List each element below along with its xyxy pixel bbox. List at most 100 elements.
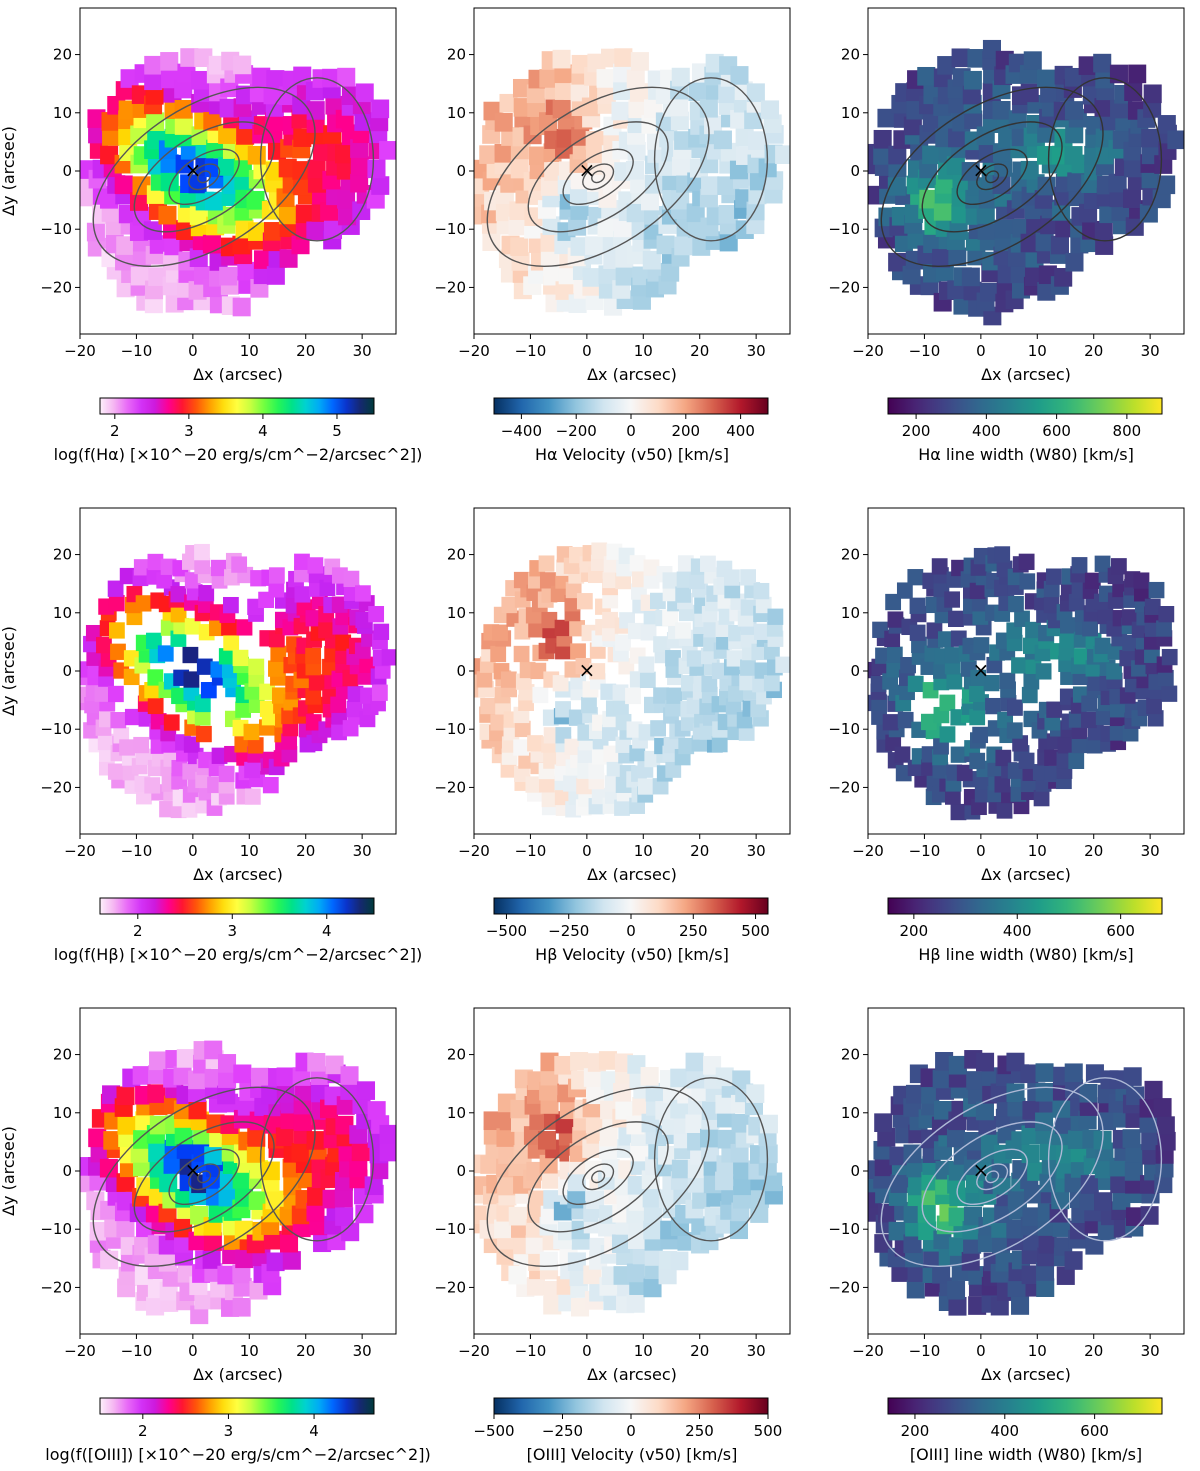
x-tick-label: 20 (296, 1342, 315, 1360)
nucleus-marker: × (972, 158, 989, 182)
x-tick-label: 10 (240, 842, 259, 860)
map-cells (80, 543, 396, 819)
y-tick-label: −20 (828, 778, 860, 796)
colorbar-tick-label: 400 (990, 1422, 1019, 1440)
x-tick-label: −10 (515, 842, 547, 860)
x-tick-label: 20 (296, 342, 315, 360)
y-tick-label: −20 (434, 778, 466, 796)
x-tick-label: 20 (690, 1342, 709, 1360)
colorbar-tick-label: 5 (332, 422, 342, 440)
y-tick-label: −10 (828, 220, 860, 238)
y-tick-label: 10 (53, 104, 72, 122)
y-tick-label: −10 (434, 720, 466, 738)
x-tick-label: 0 (582, 842, 592, 860)
x-tick-label: −10 (909, 342, 941, 360)
colorbar (887, 897, 1163, 915)
x-tick-label: 30 (353, 842, 372, 860)
colorbar-tick-label: 500 (754, 1422, 783, 1440)
y-tick-label: 0 (456, 162, 466, 180)
nucleus-marker: × (184, 1158, 201, 1182)
x-tick-label: −20 (458, 1342, 490, 1360)
y-tick-label: 0 (62, 1162, 72, 1180)
x-tick-label: 0 (188, 1342, 198, 1360)
x-tick-label: 10 (634, 342, 653, 360)
panel-4: −20 −10 0 10 20 30 20 10 0 −10 −20 Δx (arcsec) Δy (a… (0, 507, 422, 964)
x-tick-label: −10 (515, 342, 547, 360)
x-tick-label: −10 (909, 842, 941, 860)
x-axis-label: Δx (arcsec) (587, 865, 677, 884)
colorbar-tick-label: 0 (626, 1422, 636, 1440)
x-tick-label: 10 (1028, 1342, 1047, 1360)
x-tick-label: 0 (976, 842, 986, 860)
colorbar-tick-label: 2 (138, 1422, 148, 1440)
map-cells (868, 546, 1178, 821)
y-tick-label: −10 (828, 1220, 860, 1238)
x-tick-label: 20 (690, 842, 709, 860)
y-tick-label: 10 (447, 604, 466, 622)
colorbar (493, 397, 769, 415)
colorbar-label: Hβ line width (W80) [km/s] (918, 945, 1133, 964)
map-cells (80, 48, 396, 317)
x-axis-label: Δx (arcsec) (981, 365, 1071, 384)
colorbar-tick-label: 200 (901, 1422, 930, 1440)
colorbar-tick-label: 4 (258, 422, 268, 440)
colorbar-tick-label: 3 (224, 1422, 234, 1440)
y-tick-label: 0 (62, 162, 72, 180)
x-tick-label: −20 (458, 342, 490, 360)
y-tick-label: 20 (447, 1046, 466, 1064)
x-tick-label: 30 (747, 342, 766, 360)
colorbar-label: Hβ Velocity (v50) [km/s] (535, 945, 729, 964)
x-tick-label: −20 (852, 342, 884, 360)
colorbar-tick-label: 0 (626, 422, 636, 440)
colorbar-label: log(f([OIII]) [×10^−20 erg/s/cm^−2/arcse… (45, 1445, 430, 1464)
y-tick-label: 20 (841, 46, 860, 64)
colorbar-tick-label: −400 (501, 422, 542, 440)
colorbar-tick-label: 600 (1042, 422, 1071, 440)
y-tick-label: −20 (40, 278, 72, 296)
colorbar-tick-label: 200 (902, 422, 931, 440)
y-tick-label: 10 (841, 604, 860, 622)
x-tick-label: 20 (1084, 342, 1103, 360)
nucleus-marker: × (972, 658, 989, 682)
y-tick-label: −10 (40, 220, 72, 238)
nucleus-marker: × (972, 1158, 989, 1182)
colorbar (887, 397, 1163, 415)
panel-9: × −20 −10 0 10 20 30 20 10 0 −10 −20 Δx (arcsec) 200 4… (828, 1007, 1185, 1464)
colorbar-tick-label: 200 (900, 922, 929, 940)
x-tick-label: 0 (188, 342, 198, 360)
map-cells (474, 1051, 783, 1317)
x-axis-label: Δx (arcsec) (587, 365, 677, 384)
x-tick-label: −10 (121, 1342, 153, 1360)
y-tick-label: 0 (62, 662, 72, 680)
colorbar (493, 897, 769, 915)
map-cells (868, 39, 1184, 326)
y-tick-label: −10 (40, 720, 72, 738)
colorbar-label: log(f(Hβ) [×10^−20 erg/s/cm^−2/arcsec^2]… (54, 945, 422, 964)
x-tick-label: 10 (1028, 842, 1047, 860)
colorbar-tick-label: 3 (228, 922, 238, 940)
y-tick-label: −20 (434, 1278, 466, 1296)
x-tick-label: −20 (852, 842, 884, 860)
colorbar-tick-label: 250 (685, 1422, 714, 1440)
y-tick-label: −20 (40, 1278, 72, 1296)
colorbar (99, 397, 375, 415)
x-tick-label: −10 (515, 1342, 547, 1360)
y-axis-label: Δy (arcsec) (0, 626, 18, 716)
y-tick-label: 0 (850, 162, 860, 180)
x-axis-label: Δx (arcsec) (193, 865, 283, 884)
y-tick-label: 0 (850, 662, 860, 680)
colorbar-label: [OIII] Velocity (v50) [km/s] (527, 1445, 738, 1464)
x-tick-label: −10 (909, 1342, 941, 1360)
y-axis-label: Δy (arcsec) (0, 126, 18, 216)
contour-lines (92, 1077, 375, 1267)
map-cells (474, 542, 790, 818)
contour-lines (92, 77, 375, 267)
x-tick-label: 30 (1141, 842, 1160, 860)
x-tick-label: 20 (1084, 1342, 1103, 1360)
y-tick-label: −20 (828, 278, 860, 296)
x-tick-label: −20 (852, 1342, 884, 1360)
x-axis-label: Δx (arcsec) (193, 365, 283, 384)
colorbar-tick-label: 600 (1080, 1422, 1109, 1440)
y-tick-label: 10 (841, 1104, 860, 1122)
y-tick-label: 20 (841, 1046, 860, 1064)
